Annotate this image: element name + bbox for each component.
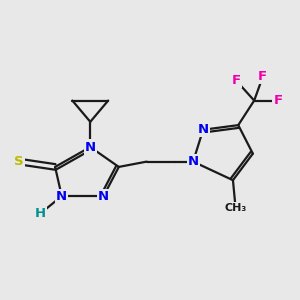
Text: N: N: [56, 190, 67, 202]
Text: F: F: [232, 74, 241, 87]
Text: N: N: [85, 140, 96, 154]
Text: N: N: [197, 123, 208, 136]
Text: H: H: [35, 207, 46, 220]
Text: N: N: [98, 190, 109, 202]
Text: F: F: [258, 70, 267, 83]
Text: N: N: [188, 155, 199, 168]
Text: S: S: [14, 155, 24, 168]
Text: CH₃: CH₃: [224, 203, 247, 213]
Text: F: F: [274, 94, 283, 107]
